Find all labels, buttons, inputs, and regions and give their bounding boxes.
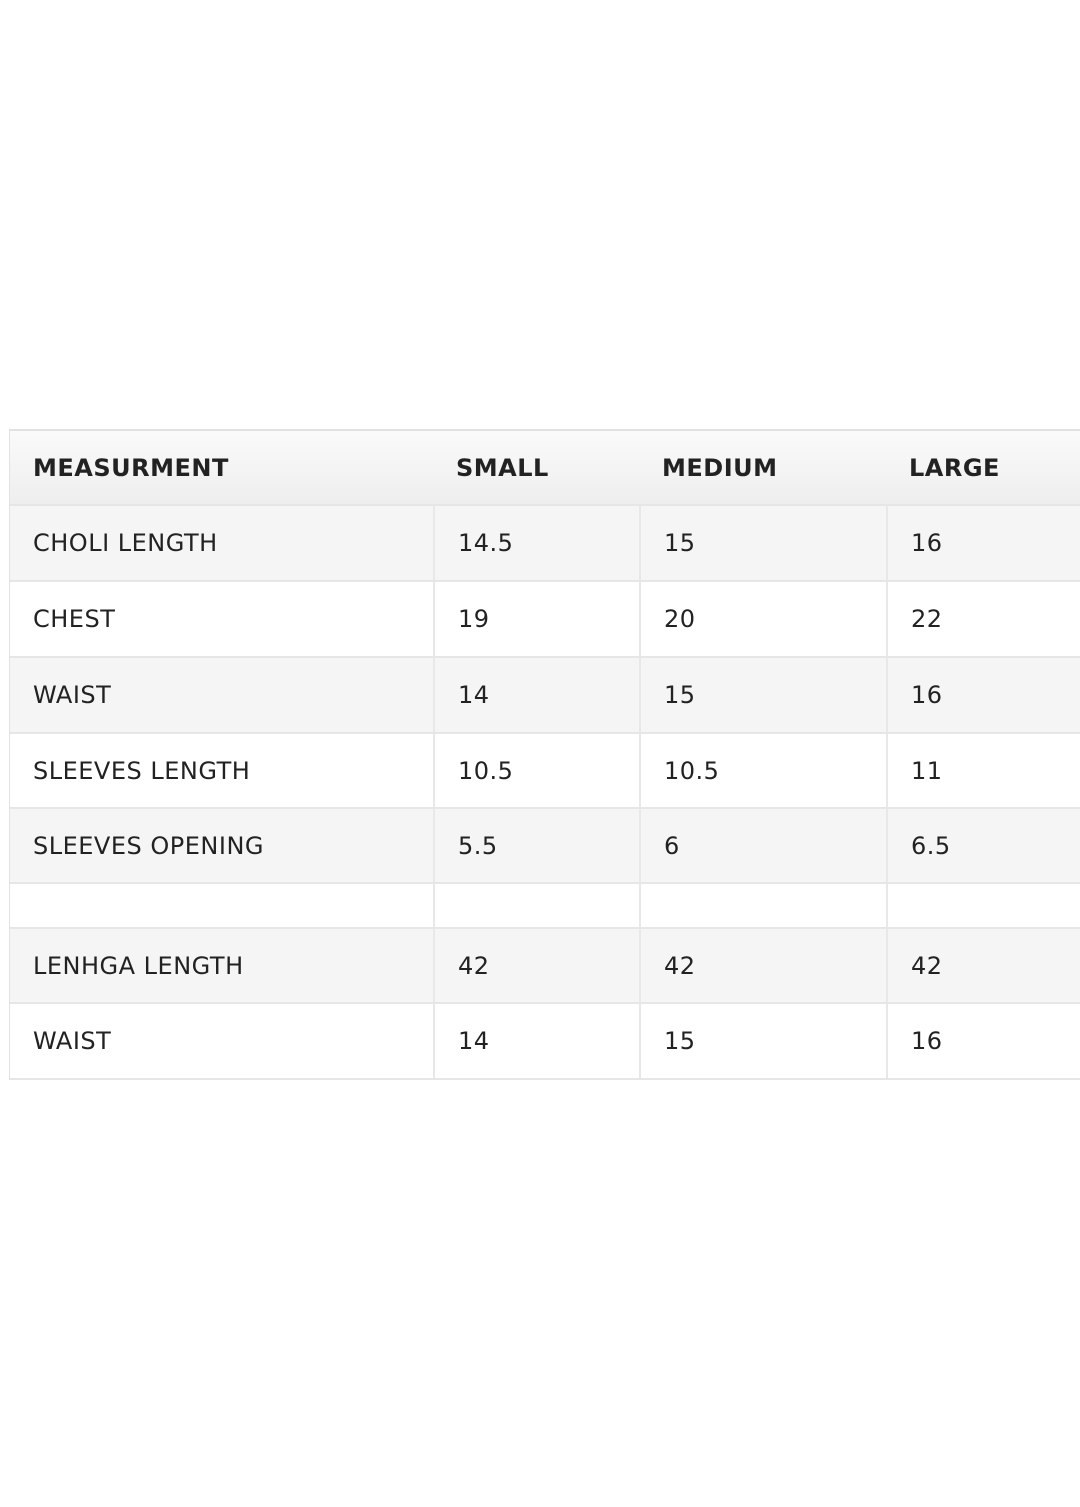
table-cell: 10.5	[433, 734, 639, 807]
table-row: WAIST 14 15 16	[10, 658, 1080, 734]
table-cell: CHEST	[33, 605, 116, 633]
table-cell: 19	[433, 582, 639, 656]
table-cell: CHOLI LENGTH	[33, 529, 218, 557]
header-row: MEASURMENT SMALL MEDIUM LARGE	[10, 431, 1080, 506]
table-cell: SLEEVES OPENING	[33, 831, 264, 860]
table-cell: 16	[886, 658, 1080, 732]
table-cell: 22	[886, 582, 1080, 656]
table-cell: LENHGA LENGTH	[33, 951, 244, 980]
header-cell: MEDIUM	[662, 453, 778, 482]
table-cell: 20	[639, 582, 886, 656]
table-cell	[886, 884, 1080, 927]
table-cell: 15	[639, 506, 886, 580]
header-cell: SMALL	[456, 453, 549, 482]
table-row: LENHGA LENGTH 42 42 42	[10, 929, 1080, 1004]
table-cell: 42	[433, 929, 639, 1002]
table-cell: 6	[639, 809, 886, 882]
table-cell: 16	[886, 1004, 1080, 1078]
table-cell: 11	[886, 734, 1080, 807]
table-cell	[10, 884, 433, 927]
table-row: CHEST 19 20 22	[10, 582, 1080, 658]
table-cell: 15	[639, 1004, 886, 1078]
table-row: SLEEVES OPENING 5.5 6 6.5	[10, 809, 1080, 884]
table-row: WAIST 14 15 16	[10, 1004, 1080, 1080]
table-cell: 5.5	[433, 809, 639, 882]
table-row	[10, 884, 1080, 929]
size-table: MEASURMENT SMALL MEDIUM LARGE CHOLI LENGTH 14…	[9, 429, 1080, 1080]
table-cell: 6.5	[886, 809, 1080, 882]
table-cell: 14	[433, 1004, 639, 1078]
table-row: SLEEVES LENGTH 10.5 10.5 11	[10, 734, 1080, 809]
table-cell: WAIST	[33, 1027, 112, 1055]
table-cell	[639, 884, 886, 927]
header-cell: MEASURMENT	[33, 453, 229, 482]
table-cell: 15	[639, 658, 886, 732]
table-cell: SLEEVES LENGTH	[33, 756, 251, 785]
table-cell: 42	[886, 929, 1080, 1002]
table-cell: WAIST	[33, 681, 112, 709]
table-row: CHOLI LENGTH 14.5 15 16	[10, 506, 1080, 582]
table-cell: 14	[433, 658, 639, 732]
header-cell: LARGE	[909, 453, 1000, 482]
table-cell: 10.5	[639, 734, 886, 807]
table-cell: 16	[886, 506, 1080, 580]
table-cell	[433, 884, 639, 927]
table-cell: 14.5	[433, 506, 639, 580]
table-cell: 42	[639, 929, 886, 1002]
